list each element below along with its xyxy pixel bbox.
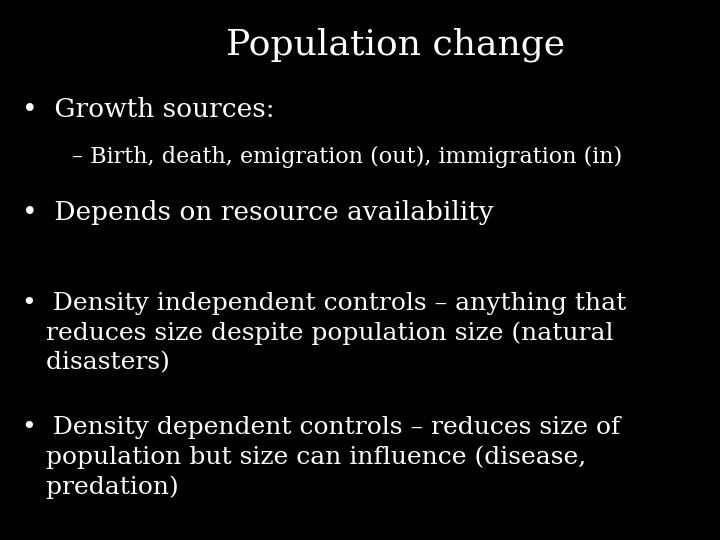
Text: – Birth, death, emigration (out), immigration (in): – Birth, death, emigration (out), immigr… bbox=[72, 146, 622, 168]
Text: Population change: Population change bbox=[226, 27, 566, 62]
Text: •  Depends on resource availability: • Depends on resource availability bbox=[22, 200, 493, 225]
Text: •  Density dependent controls – reduces size of
   population but size can influ: • Density dependent controls – reduces s… bbox=[22, 416, 620, 499]
Text: •  Density independent controls – anything that
   reduces size despite populati: • Density independent controls – anythin… bbox=[22, 292, 626, 374]
Text: •  Growth sources:: • Growth sources: bbox=[22, 97, 274, 122]
